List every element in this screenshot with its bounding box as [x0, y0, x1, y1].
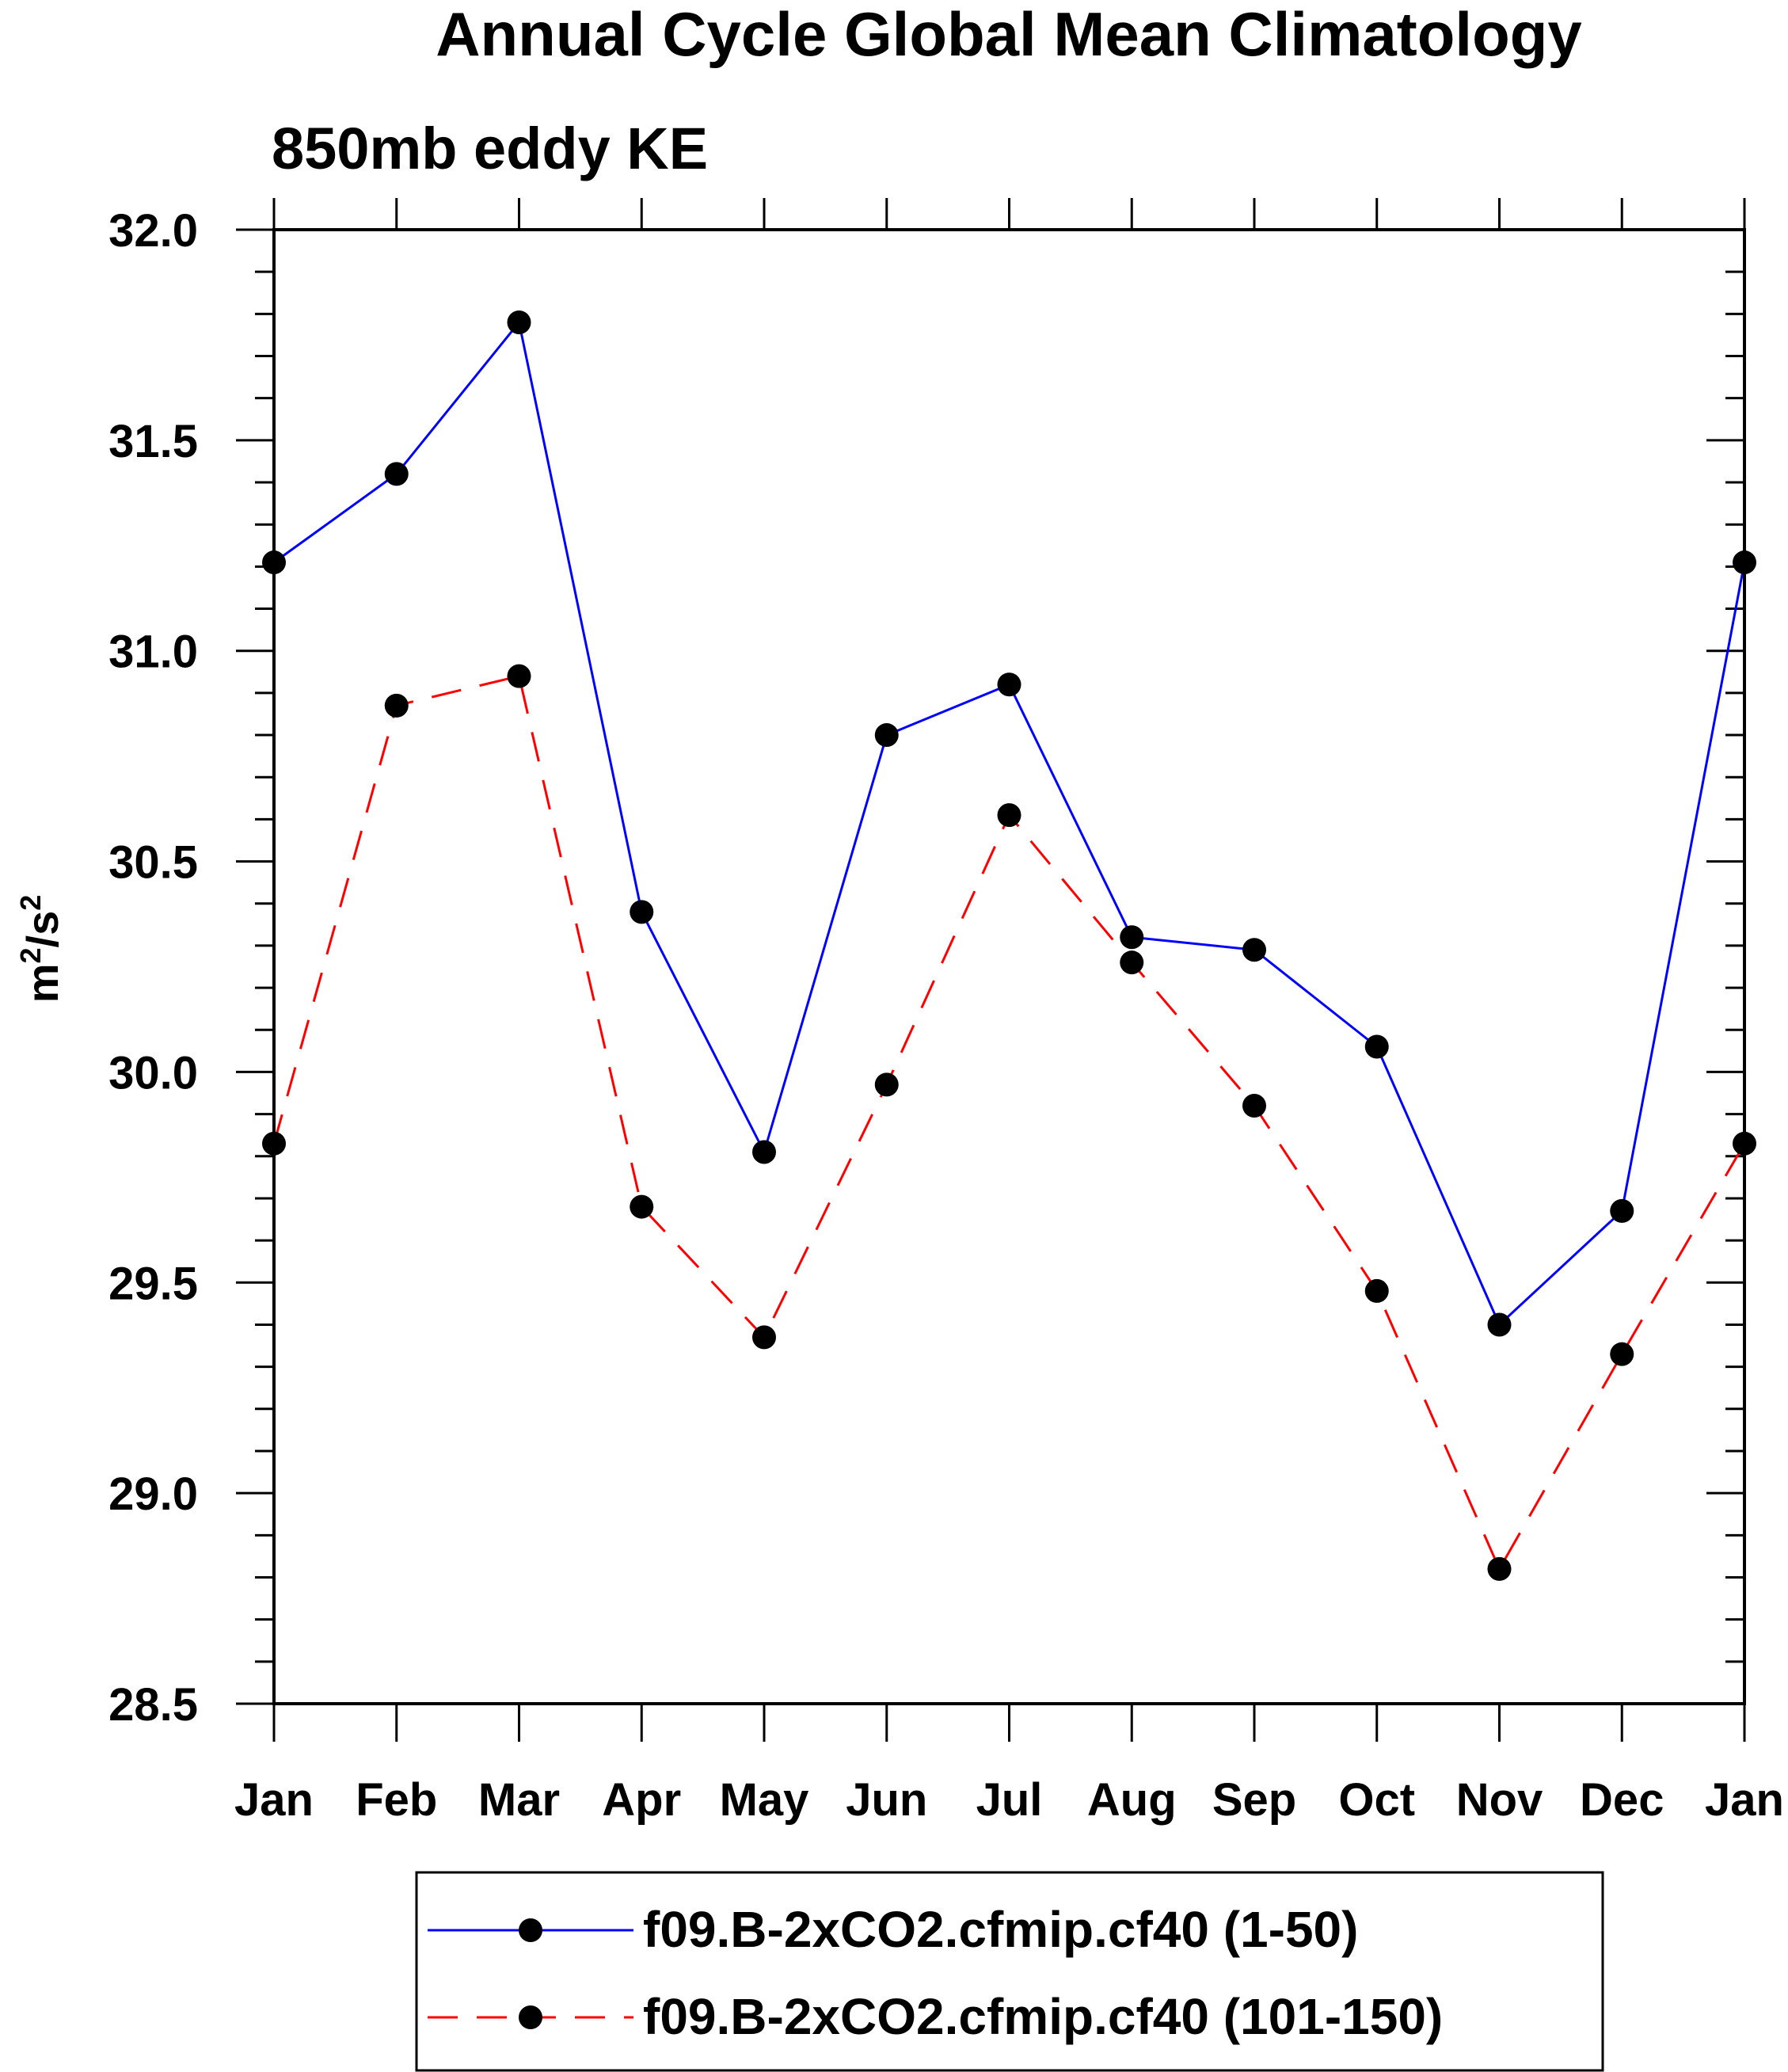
series-1-point [384, 462, 409, 486]
series-1-point [630, 900, 654, 924]
x-tick-label: May [720, 1774, 809, 1826]
series-2-point [384, 693, 409, 718]
chart-title: Annual Cycle Global Mean Climatology [436, 0, 1582, 69]
series-1-point [997, 672, 1021, 697]
y-tick-label: 28.5 [108, 1679, 198, 1731]
series-1-point [1364, 1034, 1389, 1059]
y-tick-label: 30.5 [108, 837, 198, 889]
x-tick-label: Feb [356, 1774, 437, 1826]
y-axis-label: m2/s2 [14, 895, 67, 1004]
y-tick-labels: 28.5 29.0 29.5 30.0 30.5 31.0 31.5 32.0 [108, 205, 198, 1731]
series-1-point [874, 723, 899, 748]
x-tick-label: Apr [602, 1774, 681, 1826]
series-2-point [1242, 1093, 1266, 1118]
x-tick-label: Oct [1338, 1774, 1415, 1826]
series-2-point [1610, 1342, 1634, 1366]
legend-label-series-2: f09.B-2xCO2.cfmip.cf40 (101-150) [643, 1988, 1443, 2045]
legend-marker-series-2 [519, 2005, 542, 2029]
y-tick-label: 31.0 [108, 627, 198, 678]
x-tick-label: Jan [234, 1774, 314, 1826]
chart-series [262, 310, 1756, 1581]
x-tick-label: Sep [1212, 1774, 1296, 1826]
series-2-point [874, 1072, 899, 1097]
series-2-point [1120, 950, 1144, 975]
x-tick-label: Aug [1087, 1774, 1177, 1826]
y-tick-label: 31.5 [108, 416, 198, 467]
legend-marker-series-1 [519, 1918, 542, 1942]
y-tick-label: 29.5 [108, 1258, 198, 1309]
series-2-point [997, 803, 1021, 828]
x-tick-label: Mar [478, 1774, 560, 1826]
x-tick-label: Jun [846, 1774, 927, 1826]
series-1-point [507, 310, 531, 334]
series-1-point [1120, 925, 1144, 950]
legend-label-series-1: f09.B-2xCO2.cfmip.cf40 (1-50) [643, 1901, 1358, 1958]
chart-subtitle: 850mb eddy KE [272, 116, 708, 181]
series-2-point [630, 1194, 654, 1219]
x-tick-label: Jul [976, 1774, 1043, 1826]
legend-box [415, 1871, 1604, 2072]
x-tick-label: Dec [1580, 1774, 1664, 1826]
series-2-point [507, 664, 531, 688]
series-2-point [1364, 1278, 1389, 1303]
series-2-point [1487, 1556, 1512, 1581]
series-1-point [1487, 1312, 1512, 1337]
y-tick-label: 29.0 [108, 1468, 198, 1520]
x-tick-label: Nov [1456, 1774, 1543, 1826]
x-tick-labels: Jan Feb Mar Apr May Jun Jul Aug Sep Oct Nov Dec Jan [234, 1774, 1784, 1826]
series-1-point [1242, 938, 1266, 962]
series-2-point [752, 1325, 776, 1350]
y-tick-label: 32.0 [108, 205, 198, 257]
y-tick-label: 30.0 [108, 1047, 198, 1099]
legend: f09.B-2xCO2.cfmip.cf40 (1-50) f09.B-2xCO… [415, 1871, 1604, 2072]
x-tick-label: Jan [1705, 1774, 1784, 1826]
series-1-point [752, 1140, 776, 1164]
series-1-point [1610, 1198, 1634, 1223]
plot-frame [272, 228, 1746, 1705]
